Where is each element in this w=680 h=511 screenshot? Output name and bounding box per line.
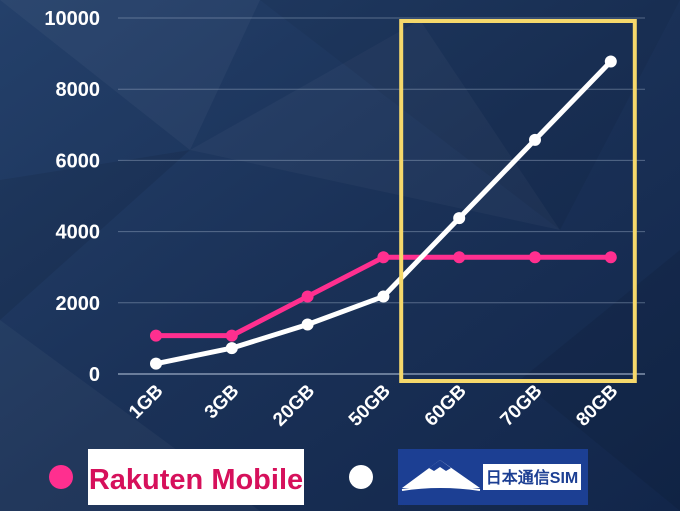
data-point-1 [453, 212, 466, 225]
data-point-0 [377, 251, 390, 264]
data-point-0 [604, 251, 617, 264]
data-point-1 [225, 342, 238, 355]
gridlines [118, 17, 645, 375]
y-tick-label: 4000 [56, 222, 101, 244]
data-point-0 [301, 290, 314, 303]
data-point-0 [150, 329, 162, 342]
series-points [150, 55, 617, 370]
y-tick-label: 8000 [56, 79, 101, 101]
data-point-0 [225, 329, 238, 342]
data-point-0 [453, 251, 466, 264]
rakuten-mobile-logo-text: Rakuten Mobile [89, 464, 303, 496]
legend: Rakuten Mobile 日本通信SIM [49, 449, 588, 505]
y-tick-label: 2000 [56, 293, 101, 315]
data-point-1 [150, 357, 162, 370]
data-point-1 [604, 55, 617, 68]
y-tick-label: 10000 [44, 8, 100, 30]
mount-fuji-icon [401, 460, 481, 491]
y-tick-label: 6000 [56, 150, 101, 172]
legend-marker-rakuten [49, 465, 73, 489]
y-axis: 0 2000 4000 6000 8000 10000 [44, 8, 100, 386]
data-point-1 [377, 290, 390, 303]
data-point-1 [529, 133, 541, 146]
rakuten-mobile-logo [88, 449, 304, 505]
data-point-1 [301, 318, 314, 331]
highlight-box [399, 19, 637, 383]
legend-marker-nihon [349, 465, 373, 489]
y-tick-label: 0 [89, 364, 100, 386]
nihon-tsushin-sim-logo-text: 日本通信SIM [486, 468, 578, 487]
data-point-0 [529, 251, 541, 264]
